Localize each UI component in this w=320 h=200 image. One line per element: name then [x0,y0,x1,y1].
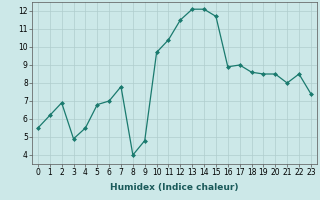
X-axis label: Humidex (Indice chaleur): Humidex (Indice chaleur) [110,183,239,192]
